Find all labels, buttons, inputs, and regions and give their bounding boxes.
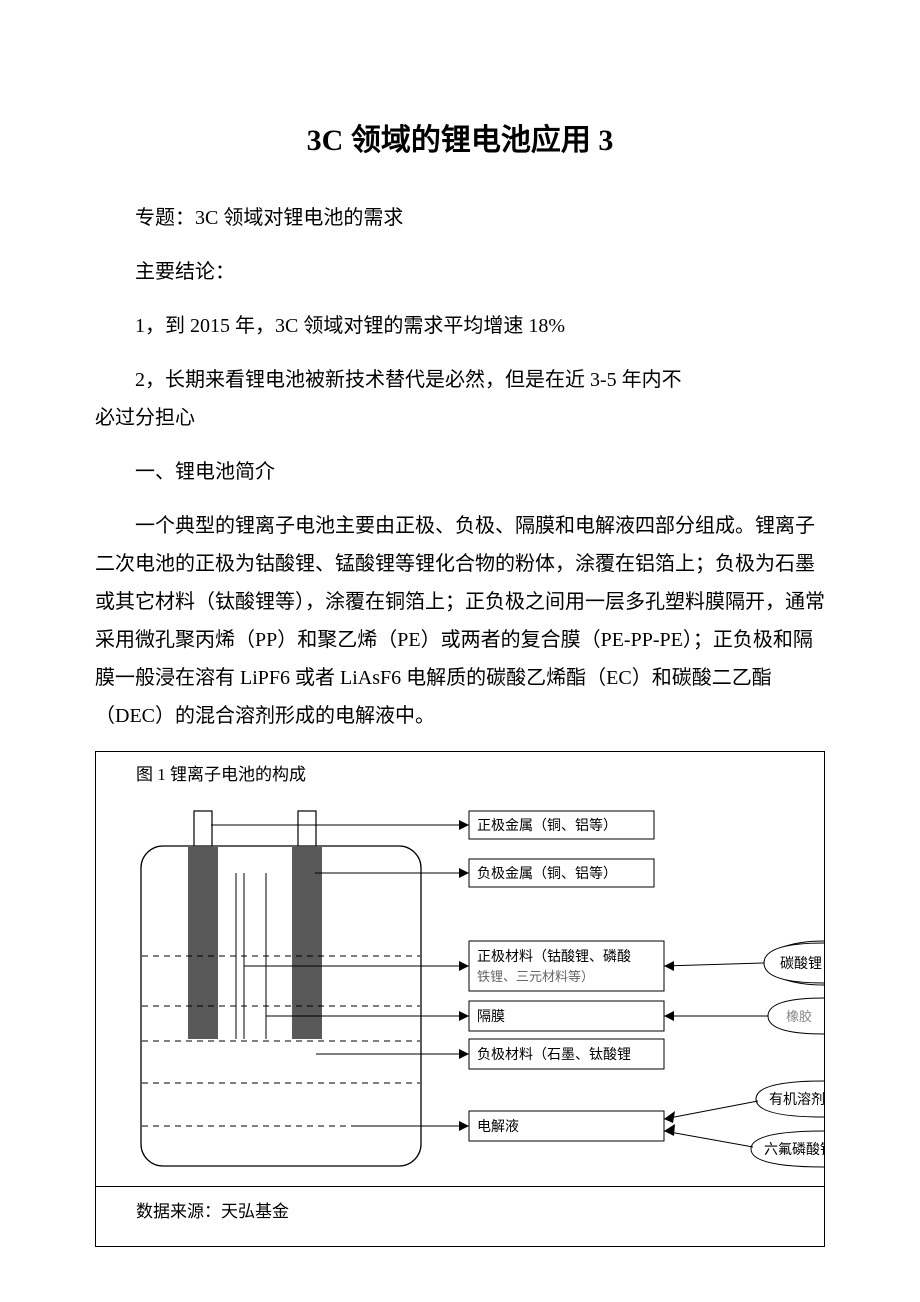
- arrowhead-neg-metal: [459, 868, 469, 878]
- arrowhead-raw-salt: [664, 1124, 675, 1136]
- battery-diagram-svg: 正极金属（铜、铝等） 负极金属（铜、铝等） 正极材料（钴酸锂、磷酸 铁锂、三元材…: [96, 791, 824, 1186]
- label-electrolyte: 电解液: [477, 1119, 519, 1135]
- label-separator: 隔膜: [477, 1009, 505, 1025]
- arrowhead-electrolyte: [459, 1121, 469, 1131]
- body-paragraph-1: 一个典型的锂离子电池主要由正极、负极、隔膜和电解液四部分组成。锂离子二次电池的正…: [95, 507, 825, 735]
- conclusions-heading: 主要结论：: [95, 253, 825, 291]
- leader-raw-solvent: [664, 1101, 758, 1119]
- diagram-figure-1: 图 1 锂离子电池的构成 正极金属（铜、铝等）: [95, 751, 825, 1247]
- arrowhead-raw-solvent: [664, 1111, 675, 1123]
- label-raw-sep: 橡胶: [786, 1009, 812, 1024]
- arrowhead-raw-li: [664, 961, 674, 971]
- terminal-post-left: [194, 811, 212, 846]
- conclusion-2-line2: 必过分担心: [95, 399, 825, 437]
- conclusion-1: 1，到 2015 年，3C 领域对锂的需求平均增速 18%: [95, 307, 825, 345]
- conclusion-2-line1: 2，长期来看锂电池被新技术替代是必然，但是在近 3-5 年内不: [95, 361, 825, 399]
- electrode-right: [292, 847, 322, 1039]
- arrowhead-pos-material: [459, 961, 469, 971]
- diagram-body: 正极金属（铜、铝等） 负极金属（铜、铝等） 正极材料（钴酸锂、磷酸 铁锂、三元材…: [96, 791, 824, 1186]
- label-raw-li: 碳酸锂: [780, 956, 822, 972]
- label-raw-solvent: 有机溶剂: [769, 1092, 824, 1108]
- topic-line: 专题：3C 领域对锂电池的需求: [95, 199, 825, 237]
- electrode-left: [188, 847, 218, 1039]
- arrowhead-raw-sep: [664, 1011, 674, 1021]
- label-neg-metal: 负极金属（铜、铝等）: [477, 865, 617, 882]
- label-pos-material-l1: 正极材料（钴酸锂、磷酸: [477, 949, 631, 965]
- arrowhead-separator: [459, 1011, 469, 1021]
- leader-raw-li: [664, 963, 764, 966]
- diagram-footer: 数据来源：天弘基金: [96, 1186, 824, 1246]
- label-raw-salt: 六氟磷酸锂: [764, 1142, 824, 1158]
- arrowhead-neg-material: [459, 1049, 469, 1059]
- label-pos-material-l2: 铁锂、三元材料等）: [477, 969, 594, 984]
- label-pos-metal: 正极金属（铜、铝等）: [477, 817, 617, 834]
- diagram-title: 图 1 锂离子电池的构成: [96, 752, 824, 791]
- document-title: 3C 领域的锂电池应用 3: [95, 115, 825, 159]
- label-neg-material: 负极材料（石墨、钛酸锂: [477, 1047, 631, 1063]
- leader-raw-salt: [664, 1131, 753, 1147]
- terminal-post-right: [298, 811, 316, 846]
- conclusion-2: 2，长期来看锂电池被新技术替代是必然，但是在近 3-5 年内不 必过分担心: [95, 361, 825, 437]
- arrowhead-pos-metal: [459, 820, 469, 830]
- section-1-heading: 一、锂电池简介: [95, 453, 825, 491]
